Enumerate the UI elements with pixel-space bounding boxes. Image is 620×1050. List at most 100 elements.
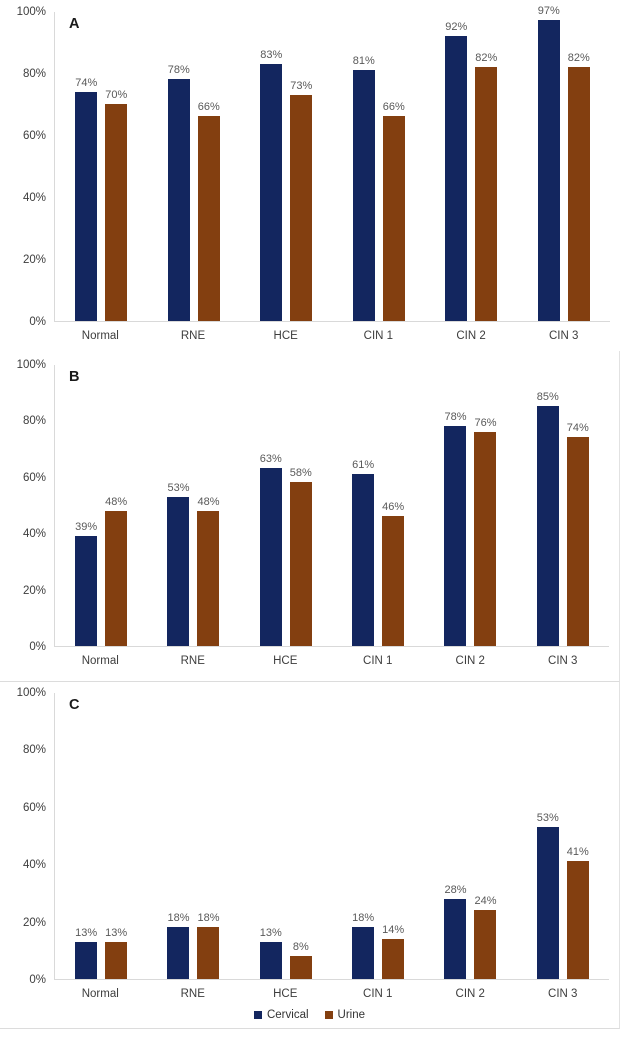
x-axis: Normal RNE HCE CIN 1 CIN 2 CIN 3 <box>54 647 609 668</box>
bar-urine-rne <box>197 510 220 646</box>
bar-value-label: 28% <box>444 883 467 896</box>
plot-area: A 74% 70% 78% 66% 83% 73% 81% 66% 92% 82% 97% 82% <box>54 5 610 322</box>
x-axis: Normal RNE HCE CIN 1 CIN 2 CIN 3 <box>54 322 610 343</box>
bar-value-label: 48% <box>105 495 128 508</box>
x-axis-label: CIN 1 <box>363 655 393 667</box>
bar-column: 85% <box>537 391 559 646</box>
y-axis: 0% 20% 40% 60% 80% 100% <box>0 359 54 653</box>
bar-group: 28% 24% <box>444 884 496 979</box>
bar-value-label: 18% <box>197 912 220 925</box>
bar-cervical-cin-2 <box>444 426 467 646</box>
y-axis-tick: 0% <box>29 316 46 328</box>
y-axis-tick: 60% <box>22 801 46 814</box>
bar-value-label: 97% <box>537 5 560 18</box>
bar-value-label: 46% <box>382 501 405 514</box>
y-axis: 0% 20% 40% 60% 80% 100% <box>0 6 54 328</box>
bar-column: 82% <box>568 52 590 321</box>
bar-cervical-hce <box>259 941 282 979</box>
x-axis-label: CIN 3 <box>548 988 578 1000</box>
bar-value-label: 73% <box>290 79 313 92</box>
bar-column: 53% <box>167 481 190 646</box>
bar-group: 63% 58% <box>260 453 312 646</box>
bar-column: 24% <box>474 895 496 979</box>
bar-group: 85% 74% <box>537 391 589 646</box>
bar-value-label: 76% <box>474 416 497 429</box>
bar-column: 83% <box>260 49 282 321</box>
bar-group: 78% 66% <box>168 64 220 321</box>
panel-c: 0% 20% 40% 60% 80% 100% C 13% 13% 18% 18% 13% 8% 18… <box>0 682 620 1029</box>
x-axis-label: CIN 3 <box>548 330 579 342</box>
panel-b: 0% 20% 40% 60% 80% 100% B 39% 48% 53% 48% 63% 58% 6… <box>0 351 620 682</box>
bar-value-label: 58% <box>289 467 312 480</box>
bar-column: 48% <box>105 496 127 646</box>
legend-item-urine: Urine <box>324 1008 366 1022</box>
bar-cervical-hce <box>260 63 283 321</box>
bar-column: 76% <box>474 417 496 646</box>
y-axis-tick: 0% <box>29 641 46 653</box>
bar-cervical-rne <box>167 79 190 321</box>
panel-letter: B <box>69 369 80 385</box>
y-axis-tick: 100% <box>16 359 46 371</box>
bar-cervical-cin-3 <box>536 406 559 646</box>
legend-label: Cervical <box>266 1008 309 1021</box>
bar-value-label: 78% <box>444 411 467 424</box>
x-axis-label: Normal <box>81 988 119 1000</box>
y-axis-tick: 20% <box>22 254 46 266</box>
bar-urine-hce <box>290 94 313 321</box>
x-axis-label: RNE <box>180 988 205 1000</box>
x-axis-label: RNE <box>180 655 205 667</box>
bar-value-label: 13% <box>105 926 128 939</box>
y-axis-tick: 40% <box>22 859 46 872</box>
legend-label: Urine <box>337 1008 366 1021</box>
bar-cervical-cin-1 <box>352 69 375 321</box>
bar-urine-rne <box>197 116 220 321</box>
y-axis-tick: 60% <box>22 471 46 484</box>
bar-value-label: 14% <box>382 923 405 936</box>
bar-value-label: 13% <box>259 926 282 939</box>
x-axis-label: RNE <box>180 330 206 342</box>
y-axis-tick: 40% <box>22 528 46 541</box>
x-axis-label: CIN 2 <box>455 655 485 667</box>
bar-cervical-cin-3 <box>537 20 560 321</box>
bar-value-label: 66% <box>197 101 220 114</box>
bar-value-label: 53% <box>167 481 190 494</box>
bar-urine-cin-2 <box>474 910 497 979</box>
bar-column: 13% <box>75 927 97 979</box>
bar-value-label: 18% <box>167 912 190 925</box>
bar-cervical-cin-3 <box>536 826 559 979</box>
urine-swatch-icon <box>324 1011 333 1019</box>
bar-column: 28% <box>444 884 466 979</box>
bar-value-label: 41% <box>566 846 589 859</box>
bar-group: 39% 48% <box>75 496 127 646</box>
bar-urine-normal <box>105 510 128 646</box>
bar-column: 66% <box>383 101 405 321</box>
bar-value-label: 39% <box>75 521 98 534</box>
bar-value-label: 70% <box>105 89 128 101</box>
bar-column: 18% <box>352 912 374 979</box>
y-axis-tick: 20% <box>22 916 46 929</box>
y-axis-tick: 40% <box>22 192 46 204</box>
plot-area: C 13% 13% 18% 18% 13% 8% 18% 14% 28% 24% 53% 41% <box>54 693 609 980</box>
bar-column: 78% <box>444 411 466 646</box>
y-axis-tick: 0% <box>29 974 46 986</box>
x-axis-label: HCE <box>273 655 298 667</box>
bar-group: 92% 82% <box>445 21 497 321</box>
bar-cervical-cin-1 <box>352 473 375 646</box>
bar-value-label: 48% <box>197 495 220 508</box>
bar-column: 46% <box>382 501 404 646</box>
bar-column: 13% <box>260 927 282 979</box>
y-axis-tick: 60% <box>22 130 46 142</box>
bar-cervical-cin-2 <box>444 898 467 979</box>
bar-value-label: 13% <box>75 926 98 939</box>
x-axis-label: Normal <box>81 655 119 667</box>
bar-column: 8% <box>289 941 312 979</box>
bar-value-label: 78% <box>167 64 190 77</box>
bar-value-label: 83% <box>260 48 283 61</box>
bar-cervical-hce <box>259 468 282 646</box>
bar-value-label: 82% <box>567 51 590 64</box>
bar-group: 74% 70% <box>75 77 127 321</box>
y-axis-tick: 80% <box>22 415 46 428</box>
bar-column: 81% <box>353 55 375 321</box>
bar-value-label: 85% <box>536 391 559 404</box>
bar-group: 18% 18% <box>167 912 220 979</box>
